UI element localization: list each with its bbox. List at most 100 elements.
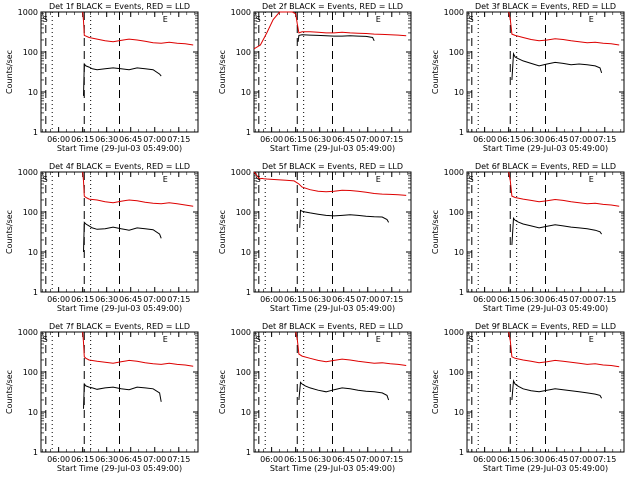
y-tick-label: 1 — [246, 448, 251, 457]
y-axis-label: Counts/sec — [431, 210, 440, 254]
x-tick-label: 07:00 — [569, 295, 592, 304]
start-marker-label: S — [256, 15, 261, 24]
x-tick-label: 06:45 — [119, 455, 142, 464]
end-marker-label: E — [376, 15, 381, 24]
x-tick-label: 06:45 — [332, 295, 355, 304]
x-tick-label: 06:00 — [260, 455, 283, 464]
x-tick-label: 06:00 — [473, 295, 496, 304]
x-axis-label: Start Time (29-Jul-03 05:49:00) — [57, 144, 182, 153]
start-marker-label: S — [469, 15, 474, 24]
panel-title: Det 2f BLACK = Events, RED = LLD — [262, 2, 403, 11]
panel-title: Det 9f BLACK = Events, RED = LLD — [475, 322, 616, 331]
x-tick-label: 07:15 — [380, 135, 403, 144]
x-tick-label: 06:30 — [521, 135, 544, 144]
y-axis-label: Counts/sec — [5, 370, 14, 414]
lld-series-line — [295, 331, 407, 366]
x-tick-label: 07:15 — [593, 135, 616, 144]
y-axis-label: Counts/sec — [218, 370, 227, 414]
x-tick-label: 06:45 — [545, 455, 568, 464]
lld-series-line — [253, 171, 407, 196]
x-axis-label: Start Time (29-Jul-03 05:49:00) — [270, 144, 395, 153]
x-tick-label: 06:30 — [95, 295, 118, 304]
y-tick-label: 1 — [246, 128, 251, 137]
y-tick-label: 100 — [449, 368, 464, 377]
y-tick-label: 10 — [241, 248, 251, 257]
detector-panel: Det 5f BLACK = Events, RED = LLD 1 10 100 10… — [218, 162, 412, 313]
x-tick-label: 06:45 — [332, 455, 355, 464]
x-tick-label: 06:30 — [521, 455, 544, 464]
detector-panel: Det 1f BLACK = Events, RED = LLD 1 10 100 10… — [5, 2, 199, 153]
end-marker-label: E — [163, 175, 168, 184]
x-tick-label: 06:45 — [545, 295, 568, 304]
x-tick-label: 06:00 — [47, 135, 70, 144]
y-tick-label: 100 — [236, 368, 251, 377]
y-tick-label: 10 — [454, 408, 464, 417]
end-marker-label: E — [163, 335, 168, 344]
x-tick-label: 06:00 — [260, 135, 283, 144]
events-series-line — [511, 379, 603, 401]
x-tick-label: 06:15 — [71, 455, 94, 464]
y-tick-label: 100 — [23, 208, 38, 217]
detector-panel: Det 8f BLACK = Events, RED = LLD 1 10 100 10… — [218, 322, 412, 473]
y-tick-label: 1000 — [231, 328, 251, 337]
events-series-line — [83, 62, 162, 96]
lld-series-line — [508, 11, 620, 46]
end-marker-label: E — [163, 15, 168, 24]
panel-title: Det 6f BLACK = Events, RED = LLD — [475, 162, 616, 171]
x-tick-label: 06:15 — [284, 455, 307, 464]
x-tick-label: 06:15 — [497, 295, 520, 304]
x-axis-label: Start Time (29-Jul-03 05:49:00) — [483, 464, 608, 473]
x-axis-label: Start Time (29-Jul-03 05:49:00) — [270, 304, 395, 313]
x-tick-label: 07:15 — [593, 295, 616, 304]
x-tick-label: 07:00 — [356, 455, 379, 464]
lld-series-line — [82, 171, 194, 207]
end-marker-label: E — [376, 175, 381, 184]
x-tick-label: 06:45 — [119, 135, 142, 144]
x-tick-label: 07:00 — [569, 455, 592, 464]
y-tick-label: 10 — [454, 88, 464, 97]
start-marker-label: S — [469, 175, 474, 184]
x-axis-label: Start Time (29-Jul-03 05:49:00) — [57, 304, 182, 313]
x-tick-label: 06:30 — [95, 455, 118, 464]
end-marker-label: E — [589, 175, 594, 184]
x-tick-label: 07:15 — [380, 295, 403, 304]
x-tick-label: 06:45 — [119, 295, 142, 304]
start-marker-label: S — [43, 335, 48, 344]
y-axis-label: Counts/sec — [5, 50, 14, 94]
x-tick-label: 07:00 — [143, 455, 166, 464]
x-tick-label: 06:15 — [71, 135, 94, 144]
y-tick-label: 10 — [241, 408, 251, 417]
end-marker-label: E — [589, 335, 594, 344]
y-tick-label: 1000 — [444, 328, 464, 337]
detector-panel: Det 9f BLACK = Events, RED = LLD 1 10 100 10… — [431, 322, 625, 473]
y-tick-label: 10 — [28, 248, 38, 257]
x-tick-label: 06:45 — [545, 135, 568, 144]
y-tick-label: 1 — [459, 288, 464, 297]
start-marker-label: S — [469, 335, 474, 344]
lld-series-line — [82, 331, 194, 367]
y-tick-label: 100 — [449, 208, 464, 217]
x-tick-label: 06:30 — [95, 135, 118, 144]
y-axis-label: Counts/sec — [218, 210, 227, 254]
y-tick-label: 1000 — [444, 8, 464, 17]
lld-series-line — [508, 331, 620, 368]
y-tick-label: 1000 — [231, 168, 251, 177]
panel-title: Det 7f BLACK = Events, RED = LLD — [49, 322, 190, 331]
events-series-line — [83, 382, 162, 409]
x-tick-label: 06:45 — [332, 135, 355, 144]
y-tick-label: 1000 — [18, 8, 38, 17]
y-tick-label: 1 — [33, 288, 38, 297]
y-tick-label: 10 — [28, 408, 38, 417]
y-tick-label: 1000 — [18, 328, 38, 337]
start-marker-label: S — [256, 335, 261, 344]
x-axis-label: Start Time (29-Jul-03 05:49:00) — [483, 144, 608, 153]
x-tick-label: 06:15 — [497, 135, 520, 144]
x-tick-label: 06:30 — [521, 295, 544, 304]
x-axis-label: Start Time (29-Jul-03 05:49:00) — [483, 304, 608, 313]
y-tick-label: 100 — [23, 48, 38, 57]
x-tick-label: 06:15 — [284, 295, 307, 304]
events-series-line — [297, 34, 375, 42]
lld-series-line — [82, 11, 194, 46]
x-axis-label: Start Time (29-Jul-03 05:49:00) — [270, 464, 395, 473]
